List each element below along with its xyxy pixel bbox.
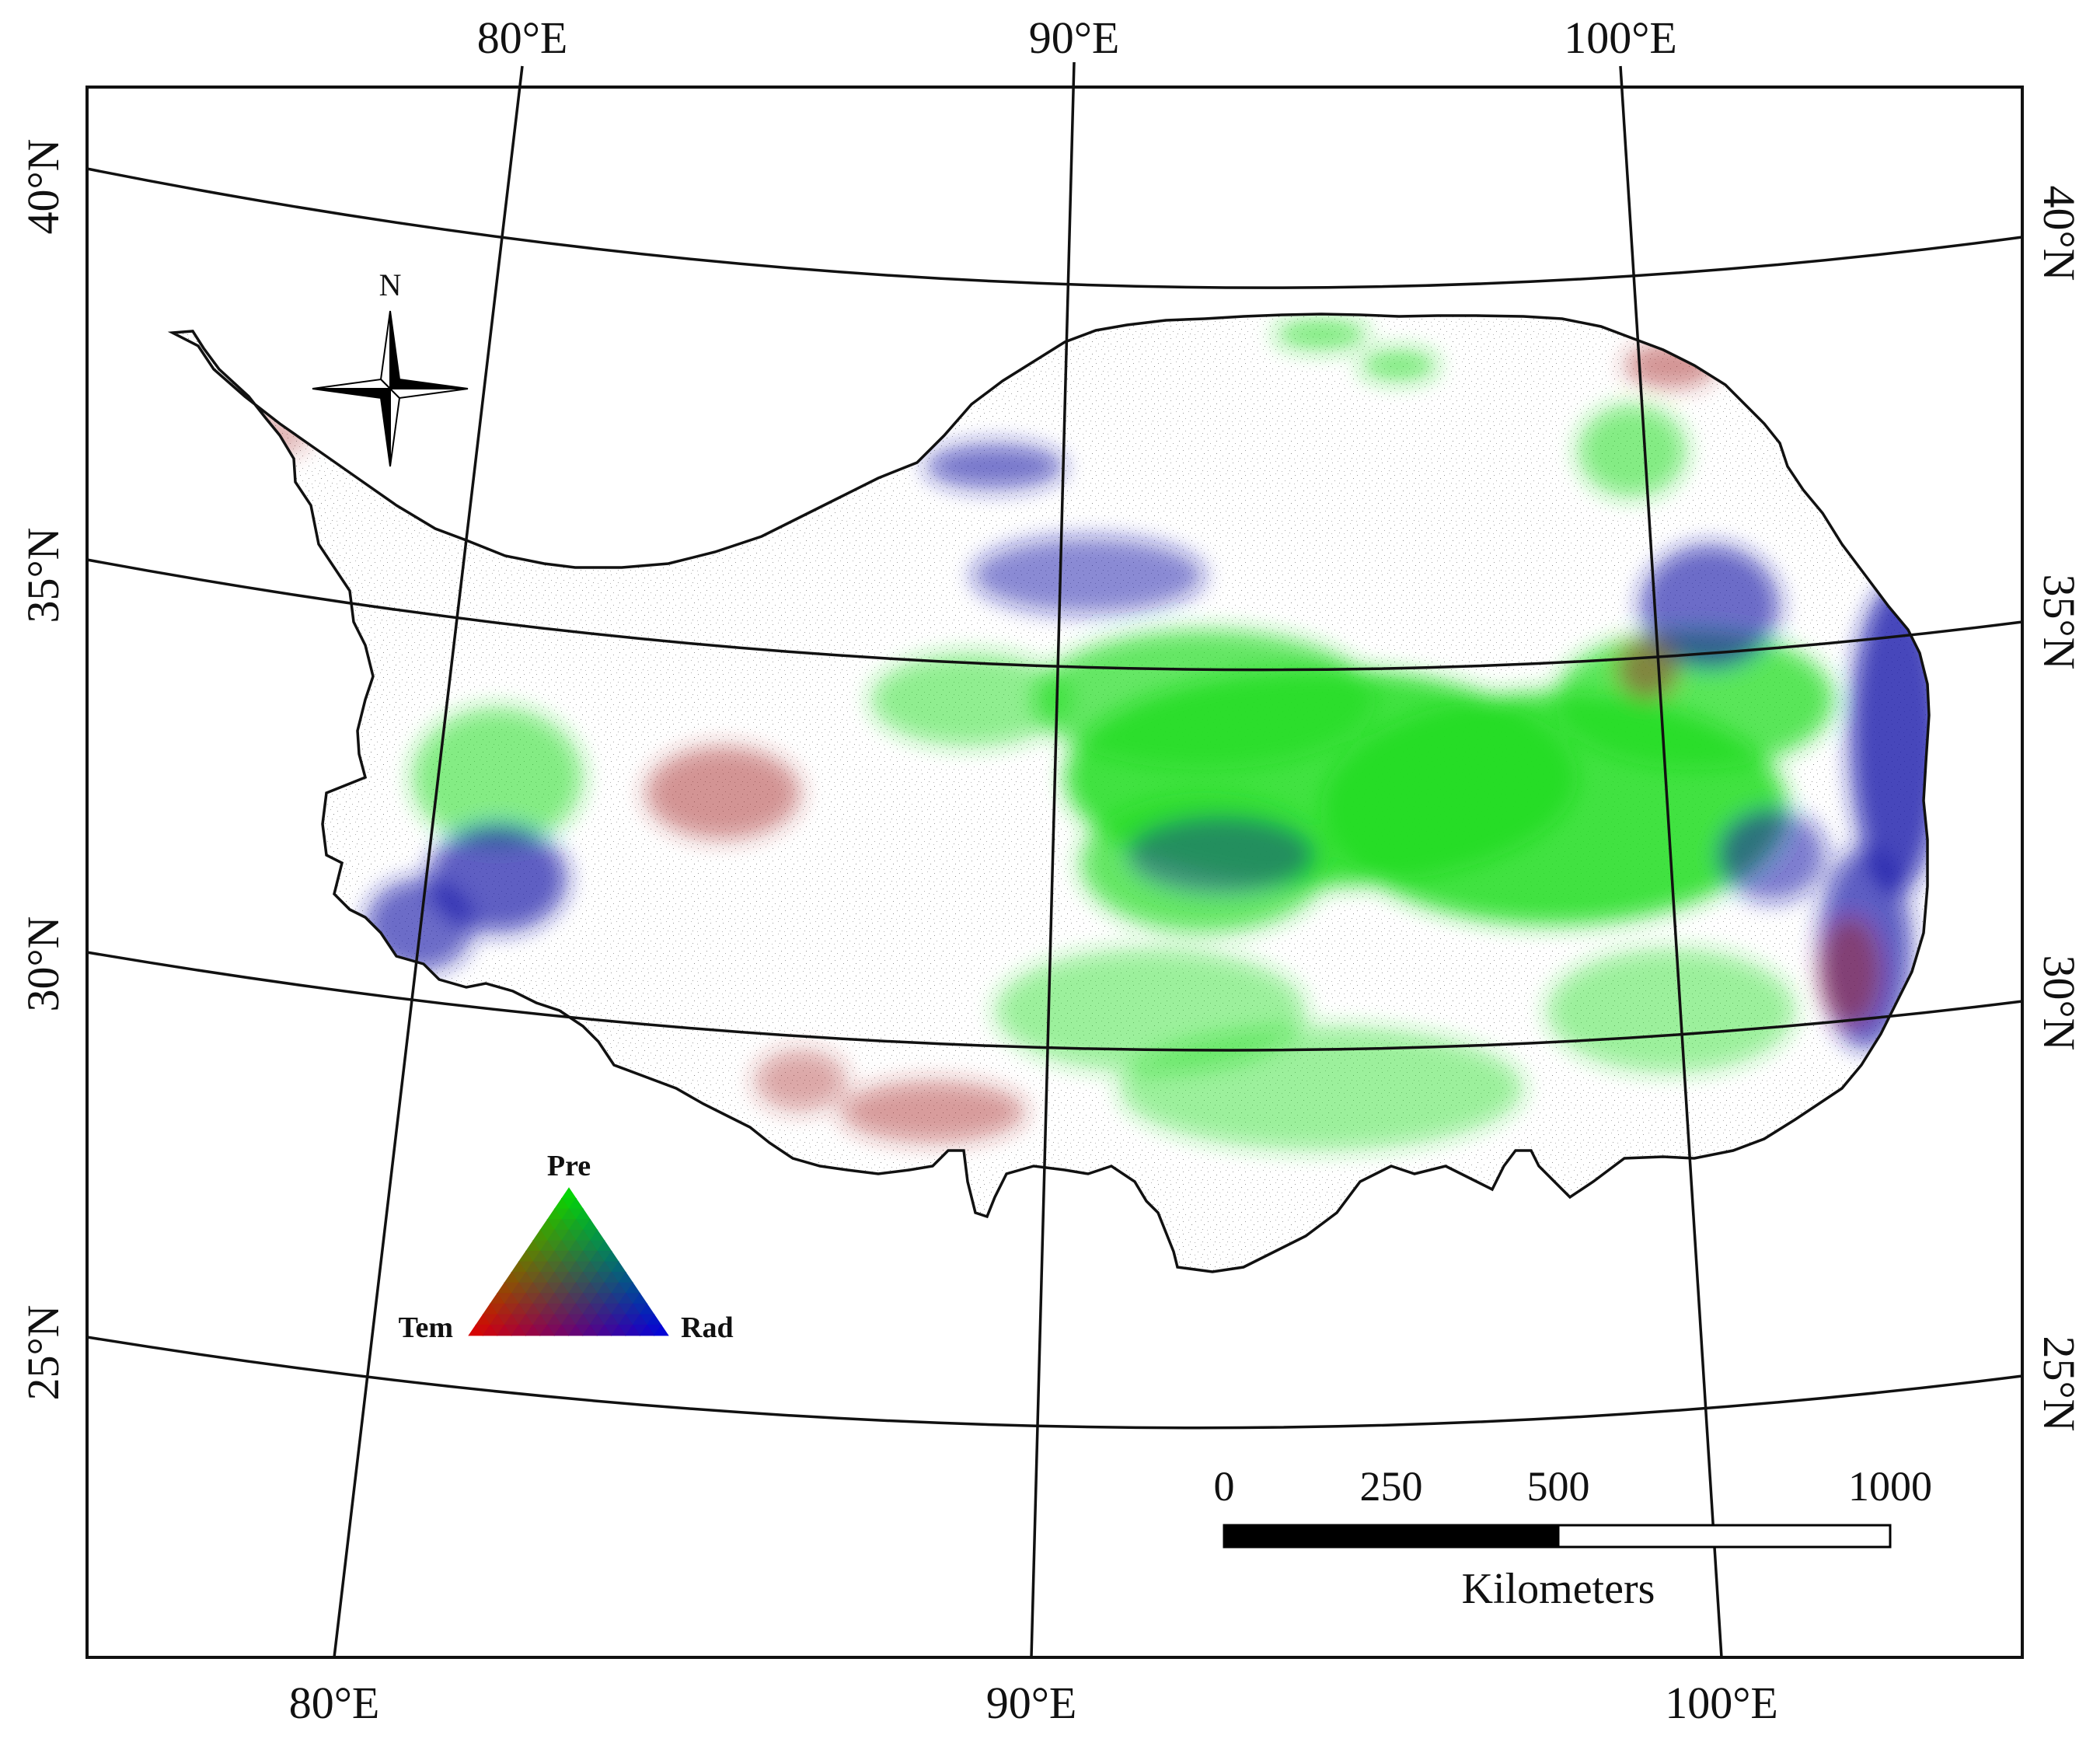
legend-cell	[610, 1324, 626, 1336]
scale-bar: 0 250 500 1000 Kilometers	[1214, 1463, 1933, 1613]
plateau-outline	[167, 313, 1931, 1273]
legend-cell	[582, 1324, 598, 1336]
scale-bar-filled	[1223, 1524, 1560, 1549]
legend-label-pre: Pre	[547, 1150, 591, 1182]
color-patch	[1275, 319, 1368, 350]
legend-cell	[496, 1324, 512, 1336]
legend-cell	[561, 1187, 577, 1199]
color-patch	[412, 707, 583, 847]
left-label-35n: 35°N	[18, 527, 68, 623]
right-label-35n: 35°N	[2034, 574, 2084, 669]
legend-cell	[639, 1324, 655, 1336]
legend-cell	[596, 1324, 612, 1336]
graticule-labels: 80°E 90°E 100°E 80°E 90°E 100°E 40°N 35°…	[18, 12, 2084, 1728]
scale-unit-label: Kilometers	[1462, 1565, 1655, 1613]
left-label-30n: 30°N	[18, 916, 68, 1011]
parallel-25n	[86, 1336, 2023, 1430]
parallel-40n	[86, 167, 2023, 289]
scale-bar-empty	[1557, 1524, 1892, 1549]
color-patch	[645, 746, 801, 840]
legend-triangle-gradient	[468, 1187, 669, 1336]
color-patch	[1547, 948, 1795, 1073]
color-patch	[1640, 544, 1780, 669]
color-patch	[1819, 917, 1881, 1026]
color-patch	[1119, 1026, 1523, 1151]
scale-tick-1000: 1000	[1848, 1463, 1932, 1510]
color-patch	[1578, 404, 1687, 498]
legend-cell	[482, 1324, 498, 1336]
color-patch	[1034, 630, 1376, 770]
right-label-30n: 30°N	[2034, 955, 2084, 1050]
map-frame	[85, 86, 2024, 1659]
color-patch	[1127, 816, 1313, 894]
bottom-label-100e: 100°E	[1665, 1678, 1778, 1728]
parallel-35n	[86, 558, 2023, 672]
top-label-90e: 90°E	[1029, 12, 1120, 63]
color-patch	[1617, 637, 1679, 700]
north-arrow: N	[312, 267, 469, 467]
legend-cell	[567, 1324, 584, 1336]
color-patch	[1360, 350, 1438, 381]
top-label-80e: 80°E	[477, 12, 568, 63]
right-label-25n: 25°N	[2034, 1336, 2084, 1431]
legend-cell	[539, 1324, 555, 1336]
legend-cell	[653, 1324, 669, 1336]
scale-tick-0: 0	[1214, 1463, 1235, 1510]
meridian-90e	[1030, 61, 1076, 1658]
scale-tick-500: 500	[1527, 1463, 1590, 1510]
plateau-region	[173, 314, 1929, 1272]
north-arrow-label: N	[379, 267, 402, 302]
legend-cell	[468, 1324, 484, 1336]
color-patch	[839, 1081, 1026, 1143]
legend-label-rad: Rad	[681, 1311, 734, 1344]
color-patch	[1718, 808, 1826, 902]
bottom-label-90e: 90°E	[986, 1678, 1077, 1728]
meridian-100e	[1619, 65, 1723, 1658]
legend-label-tem: Tem	[399, 1311, 453, 1344]
bottom-label-80e: 80°E	[289, 1678, 380, 1728]
legend-cell	[625, 1324, 641, 1336]
color-patch	[1850, 583, 1929, 894]
left-label-25n: 25°N	[18, 1304, 68, 1400]
top-label-100e: 100°E	[1564, 12, 1677, 63]
meridian-80e	[333, 65, 524, 1658]
right-label-40n: 40°N	[2034, 185, 2084, 281]
scale-tick-250: 250	[1360, 1463, 1423, 1510]
parallel-30n	[86, 951, 2023, 1052]
compass-star-icon	[312, 310, 469, 467]
legend-cell	[511, 1324, 527, 1336]
color-patch	[972, 536, 1205, 614]
legend-cell	[525, 1324, 541, 1336]
left-label-40n: 40°N	[18, 138, 68, 234]
color-patch	[925, 443, 1065, 490]
legend-cell	[553, 1324, 570, 1336]
color-patch	[754, 1049, 847, 1112]
color-patch	[870, 653, 1073, 746]
ternary-legend: Pre Tem Rad	[399, 1150, 734, 1344]
